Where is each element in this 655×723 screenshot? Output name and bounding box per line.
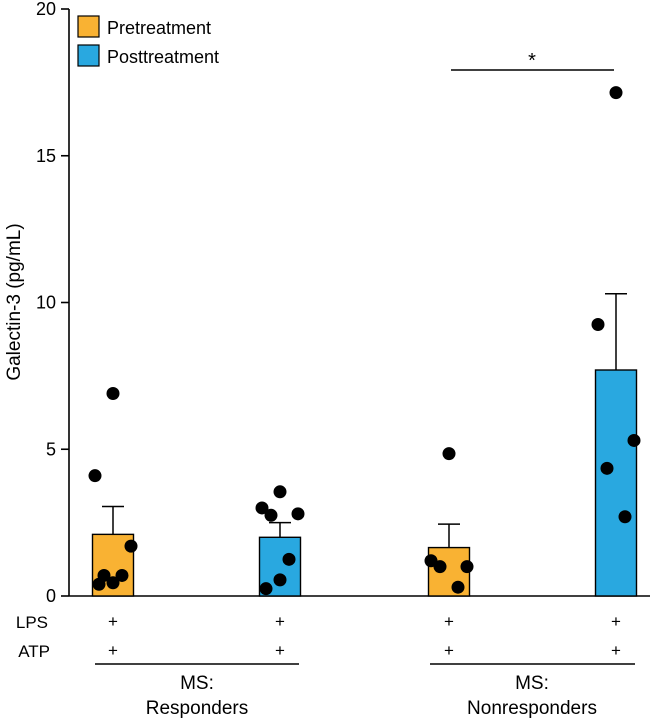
data-point (115, 568, 129, 582)
y-tick-label: 15 (36, 146, 56, 166)
atp-mark: + (275, 641, 285, 660)
legend-label-pretreatment: Pretreatment (107, 18, 211, 38)
data-point (591, 318, 605, 332)
y-ticks: 0 5 10 15 20 (36, 0, 69, 606)
atp-mark: + (108, 641, 118, 660)
y-tick-label: 20 (36, 0, 56, 19)
group-label-responders-line1: MS: (180, 673, 214, 694)
y-tick-label: 0 (46, 586, 56, 606)
atp-mark: + (611, 641, 621, 660)
data-point (460, 560, 474, 574)
lps-mark: + (444, 612, 454, 631)
legend: Pretreatment Posttreatment (77, 15, 219, 67)
data-point (442, 447, 456, 461)
data-point (273, 485, 287, 499)
data-point (264, 508, 278, 522)
bars (91, 369, 638, 597)
atp-mark: + (444, 641, 454, 660)
y-tick-label: 10 (36, 293, 56, 313)
lps-mark: + (611, 612, 621, 631)
condition-label-atp: ATP (18, 642, 50, 661)
legend-swatch-pretreatment (77, 15, 100, 38)
significance-label: * (528, 50, 536, 72)
data-points (88, 86, 641, 596)
data-point (106, 576, 120, 590)
data-point (451, 580, 465, 594)
data-point (259, 582, 273, 596)
data-point (106, 386, 120, 400)
data-point (282, 552, 296, 566)
error-bars (102, 292, 627, 548)
lps-mark: + (108, 612, 118, 631)
data-point (88, 469, 102, 483)
data-point (600, 461, 614, 475)
bar-nonresponders-posttreatment (594, 369, 638, 597)
data-point (609, 86, 623, 100)
legend-label-posttreatment: Posttreatment (107, 47, 219, 67)
data-point (618, 510, 632, 524)
data-point (92, 577, 106, 591)
y-tick-label: 5 (46, 439, 56, 459)
condition-label-lps: LPS (16, 613, 48, 632)
data-point (627, 433, 641, 447)
group-label-nonresponders-line1: MS: (515, 673, 549, 694)
data-point (273, 573, 287, 587)
data-point (291, 507, 305, 521)
data-point (124, 539, 138, 553)
data-point (433, 560, 447, 574)
lps-mark: + (275, 612, 285, 631)
group-label-responders-line2: Responders (146, 698, 248, 719)
group-label-nonresponders-line2: Nonresponders (467, 698, 597, 719)
legend-swatch-posttreatment (77, 44, 100, 67)
data-point (255, 501, 269, 515)
y-axis-label: Galectin-3 (pg/mL) (4, 223, 25, 380)
